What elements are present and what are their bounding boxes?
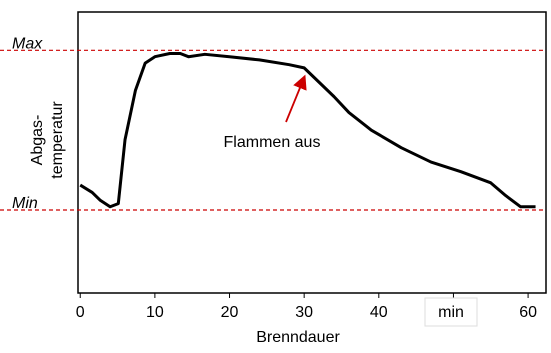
x-tick-label: 20	[221, 304, 239, 321]
x-tick-label: 60	[519, 304, 537, 321]
y-axis-label: Abgas-	[29, 115, 46, 166]
annotation-arrow	[285, 74, 307, 123]
plot-frame	[77, 11, 547, 294]
line	[79, 52, 536, 209]
x-tick-label: 30	[295, 304, 313, 321]
y-tick-label: Min	[12, 195, 38, 212]
y-tick-label: Max	[12, 36, 43, 53]
x-tick-label: 40	[370, 304, 388, 321]
x-tick-label: 0	[76, 304, 85, 321]
x-unit-label: min	[438, 304, 464, 321]
y-axis-label: temperatur	[49, 101, 66, 179]
unit-box	[424, 297, 478, 327]
x-axis-label: Brenndauer	[256, 329, 340, 346]
annotation: Flammen aus	[224, 134, 321, 151]
x-tick-label: 10	[146, 304, 164, 321]
